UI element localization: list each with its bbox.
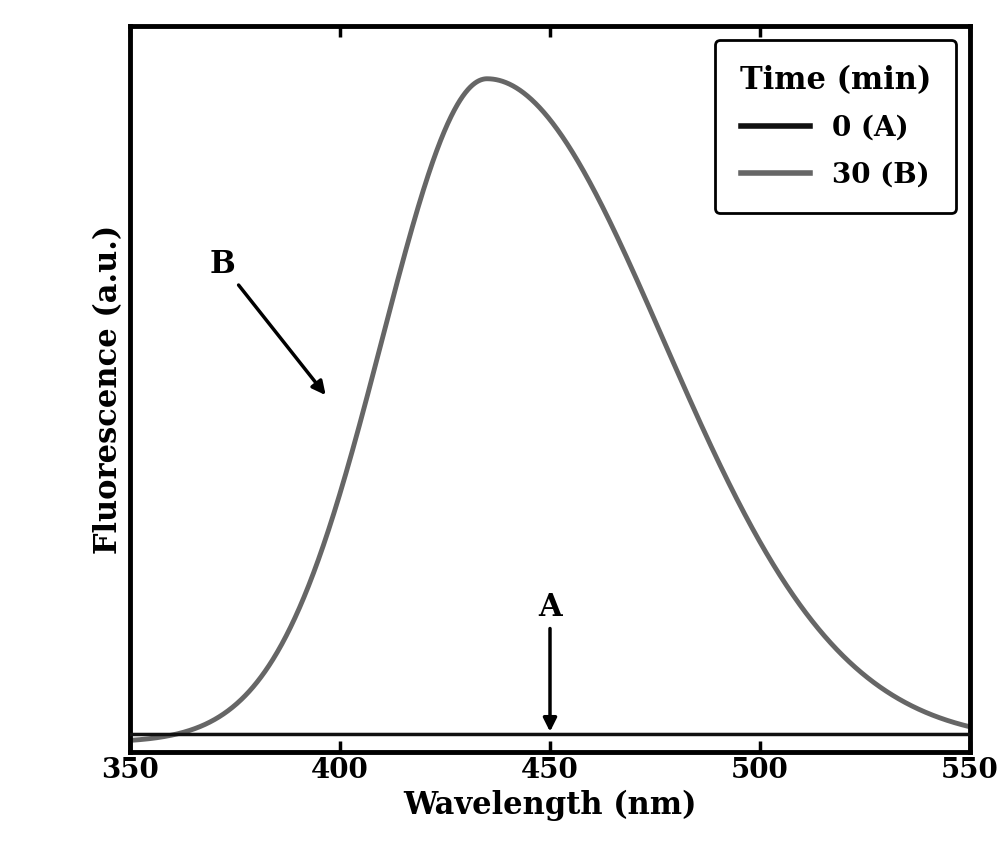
X-axis label: Wavelength (nm): Wavelength (nm) <box>403 790 697 821</box>
Y-axis label: Fluorescence (a.u.): Fluorescence (a.u.) <box>93 224 124 554</box>
Text: B: B <box>210 249 323 392</box>
Text: A: A <box>538 592 562 728</box>
Legend: 0 (A), 30 (B): 0 (A), 30 (B) <box>715 39 956 214</box>
